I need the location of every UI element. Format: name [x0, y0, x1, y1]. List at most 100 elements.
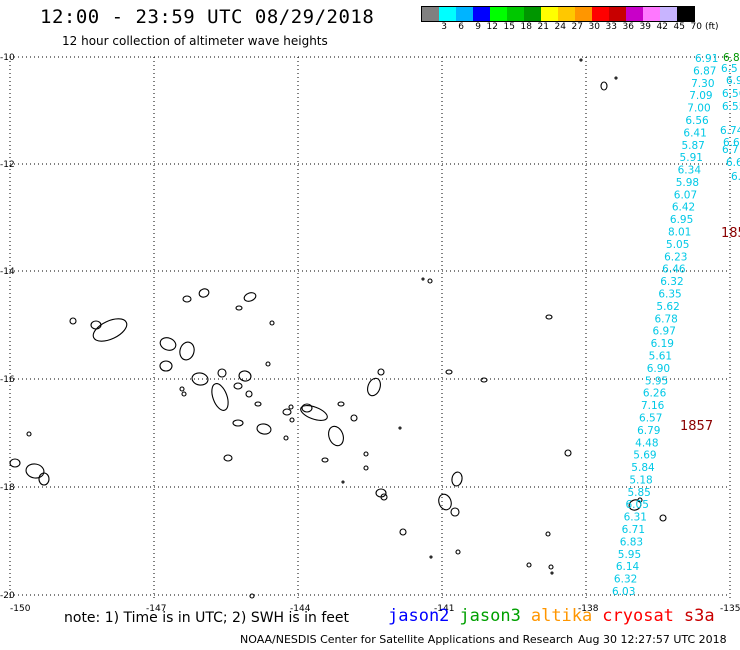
island-outline [182, 295, 192, 303]
scale-swatch [490, 7, 507, 21]
swh-value-label: 6.6 [726, 157, 740, 169]
altimeter-track: 6.916.877.307.097.006.566.415.875.916.34… [612, 52, 740, 598]
island-outline [564, 449, 572, 457]
scale-label: 36 [622, 22, 634, 32]
island-outline [398, 426, 402, 430]
swh-value-label: 7.09 [689, 90, 712, 102]
lat-label: -12 [0, 160, 15, 170]
swh-value-label: 6.56 [722, 88, 740, 100]
swh-value-label: 6.32 [614, 574, 637, 586]
lat-label: -10 [0, 53, 15, 63]
island-outline [399, 528, 407, 536]
footer-note: note: 1) Time is in UTC; 2) SWH is in fe… [64, 610, 350, 626]
swh-value-label: 6.23 [664, 251, 687, 263]
island-outline [9, 458, 21, 468]
island-outline [243, 292, 257, 302]
island-outline [337, 401, 345, 407]
scale-swatch [422, 7, 439, 21]
scale-label: 3 [441, 22, 447, 32]
swh-value-label: 6.41 [683, 127, 706, 139]
island-outline [659, 514, 667, 522]
map-grid [9, 56, 731, 598]
swh-value-label: 6.97 [726, 75, 740, 87]
swh-value-label: 6.07 [674, 189, 697, 201]
lon-label: -135 [720, 604, 740, 614]
island-outline [256, 423, 272, 435]
lon-label: -147 [146, 604, 166, 614]
scale-swatch [439, 7, 456, 21]
scale-label: 42 [656, 22, 668, 32]
scale-label: 18 [520, 22, 532, 32]
island-outline [480, 377, 488, 383]
island-outline [363, 465, 369, 471]
island-outline [159, 360, 173, 372]
color-scale [421, 6, 695, 22]
lat-label: -18 [0, 483, 15, 493]
scale-label: 12 [486, 22, 498, 32]
scale-label: 39 [639, 22, 651, 32]
pass-time-label: 1857 [680, 419, 713, 434]
island-outline [421, 277, 425, 281]
scale-label: 33 [605, 22, 617, 32]
swh-value-label: 6.5 [721, 63, 738, 75]
island-outline [614, 76, 618, 80]
island-outline [450, 507, 460, 517]
island-outline [90, 320, 102, 330]
lon-label: -141 [434, 604, 454, 614]
swh-value-label: 7.16 [641, 400, 665, 412]
timestamp-text: Aug 30 12:27:57 UTC 2018 [578, 633, 727, 646]
island-outline [159, 337, 177, 351]
island-outline [350, 414, 358, 422]
swh-value-label: 6.62 [723, 137, 740, 149]
island-outline [288, 404, 294, 410]
map-title: 12:00 - 23:59 UTC 08/29/2018 [40, 6, 375, 28]
island-outline [249, 593, 255, 599]
island-outline [198, 288, 210, 298]
island-outline [217, 368, 227, 378]
scale-label: 6 [458, 22, 464, 32]
lon-label: -150 [10, 604, 31, 614]
island-outline [300, 405, 328, 421]
island-outline [545, 314, 553, 320]
swh-value-label: 6.32 [660, 276, 683, 288]
island-outline [238, 370, 252, 382]
scale-swatch [507, 7, 524, 21]
pass-time-labels: 1857 185 [680, 226, 740, 434]
swh-value-label: 5.18 [629, 474, 652, 486]
swh-value-label: 6.26 [643, 388, 667, 400]
color-scale-labels: 3 6 9 12 15 18 21 24 27 30 33 36 39 42 45 70 (ft) [421, 22, 731, 32]
island-outline [283, 435, 289, 441]
swh-value-label: 5.84 [631, 462, 655, 474]
island-outline [427, 278, 433, 284]
island-outline [579, 58, 583, 62]
island-outline [69, 317, 77, 325]
swh-value-label: 6.95 [670, 214, 693, 226]
swh-value-label: 6.8 [723, 52, 740, 64]
lat-label: -16 [0, 375, 15, 385]
scale-swatch [626, 7, 643, 21]
island-outline [545, 531, 551, 537]
swh-value-label: 5.98 [676, 177, 699, 189]
island-outline [637, 497, 643, 503]
swh-value-label: 6.83 [620, 536, 643, 548]
swh-value-label: 7.00 [687, 103, 710, 115]
island-outline [26, 431, 32, 437]
island-outline [269, 320, 275, 326]
credit-text: NOAA/NESDIS Center for Satellite Applica… [240, 633, 574, 646]
scale-swatch [643, 7, 660, 21]
island-outline [254, 401, 262, 407]
scale-swatch [677, 7, 694, 21]
swh-value-label: 6. [731, 171, 740, 183]
swh-value-label: 6.31 [624, 512, 647, 524]
island-outlines [9, 58, 667, 599]
island-outline [282, 408, 292, 416]
swh-value-label: 5.95 [645, 375, 668, 387]
swh-value-label: 6.79 [637, 425, 660, 437]
swh-value-label: 6.78 [654, 313, 677, 325]
island-outline [179, 341, 195, 361]
island-outline [363, 451, 369, 457]
swh-value-label: 5.69 [633, 450, 656, 462]
swh-value-label: 7.30 [691, 78, 714, 90]
swh-value-label: 5.87 [681, 140, 704, 152]
